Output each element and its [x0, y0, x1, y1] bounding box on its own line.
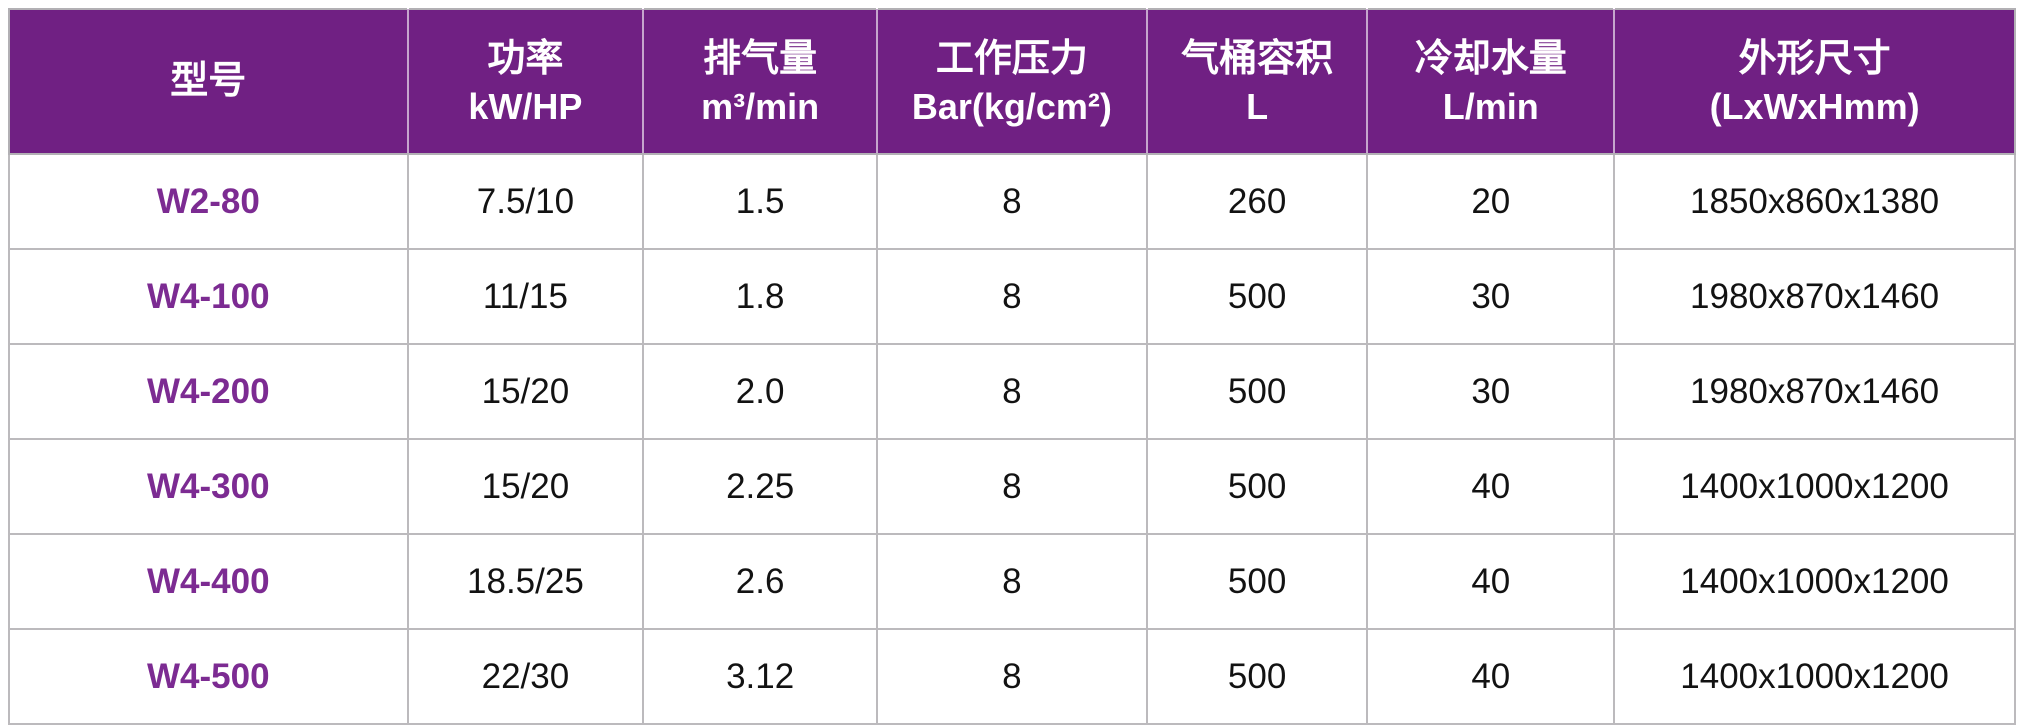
cell-tank-capacity: 260 — [1145, 153, 1369, 250]
column-unit: L/min — [1442, 86, 1539, 128]
column-title: 冷却水量 — [1414, 37, 1567, 80]
column-unit: kW/HP — [468, 86, 583, 128]
column-title: 工作压力 — [935, 37, 1088, 80]
spec-table-head: 型号 功率 kW/HP 排气量 m³/min 工作压力 Bar(kg/cm²) 气桶容积 L 冷却… — [9, 9, 2015, 155]
cell-dimensions: 1400x1000x1200 — [1613, 533, 2016, 630]
column-header-working-pressure: 工作压力 Bar(kg/cm²) — [875, 9, 1147, 155]
cell-tank-capacity: 500 — [1145, 628, 1369, 725]
column-unit: m³/min — [701, 86, 820, 128]
cell-power: 22/30 — [406, 628, 645, 725]
header-row: 型号 功率 kW/HP 排气量 m³/min 工作压力 Bar(kg/cm²) 气桶容积 L 冷却… — [9, 9, 2015, 155]
cell-model: W2-80 — [8, 153, 409, 250]
cell-dimensions: 1850x860x1380 — [1613, 153, 2016, 250]
cell-power: 15/20 — [406, 438, 645, 535]
cell-power: 18.5/25 — [406, 533, 645, 630]
column-header-dimensions: 外形尺寸 (LxWxHmm) — [1613, 9, 2015, 155]
cell-cooling-water: 40 — [1366, 438, 1616, 535]
cell-cooling-water: 40 — [1366, 533, 1616, 630]
cell-working-pressure: 8 — [875, 628, 1148, 725]
column-header-air-delivery: 排气量 m³/min — [642, 9, 877, 155]
spec-table: 型号 功率 kW/HP 排气量 m³/min 工作压力 Bar(kg/cm²) 气桶容积 L 冷却… — [8, 8, 2016, 725]
cell-dimensions: 1980x870x1460 — [1613, 248, 2016, 345]
cell-air-delivery: 2.25 — [642, 438, 878, 535]
column-unit: (LxWxHmm) — [1709, 86, 1920, 128]
cell-air-delivery: 3.12 — [642, 628, 878, 725]
cell-working-pressure: 8 — [875, 248, 1148, 345]
cell-tank-capacity: 500 — [1145, 343, 1369, 440]
cell-model: W4-300 — [8, 438, 409, 535]
cell-tank-capacity: 500 — [1145, 533, 1369, 630]
table-row: W4-500 22/30 3.12 8 500 40 1400x1000x1200 — [8, 628, 2016, 725]
cell-air-delivery: 1.5 — [642, 153, 878, 250]
cell-model: W4-200 — [8, 343, 409, 440]
column-title: 排气量 — [703, 37, 818, 80]
cell-power: 11/15 — [406, 248, 645, 345]
cell-power: 7.5/10 — [406, 153, 645, 250]
table-row: W2-80 7.5/10 1.5 8 260 20 1850x860x1380 — [8, 153, 2016, 250]
column-title: 外形尺寸 — [1738, 37, 1891, 80]
cell-model: W4-500 — [8, 628, 409, 725]
column-header-cooling-water: 冷却水量 L/min — [1366, 9, 1615, 155]
cell-cooling-water: 40 — [1366, 628, 1616, 725]
column-title: 功率 — [487, 37, 564, 80]
column-title: 型号 — [170, 60, 247, 103]
column-title: 气桶容积 — [1181, 37, 1334, 80]
column-unit: L — [1246, 86, 1269, 128]
cell-dimensions: 1400x1000x1200 — [1613, 628, 2016, 725]
cell-model: W4-100 — [8, 248, 409, 345]
cell-dimensions: 1980x870x1460 — [1613, 343, 2016, 440]
table-row: W4-100 11/15 1.8 8 500 30 1980x870x1460 — [8, 248, 2016, 345]
column-header-tank-capacity: 气桶容积 L — [1145, 9, 1368, 155]
cell-air-delivery: 2.6 — [642, 533, 878, 630]
cell-tank-capacity: 500 — [1145, 438, 1369, 535]
cell-dimensions: 1400x1000x1200 — [1613, 438, 2016, 535]
cell-model: W4-400 — [8, 533, 409, 630]
column-header-model: 型号 — [9, 9, 408, 155]
table-row: W4-400 18.5/25 2.6 8 500 40 1400x1000x1200 — [8, 533, 2016, 630]
cell-cooling-water: 30 — [1366, 343, 1616, 440]
cell-air-delivery: 2.0 — [642, 343, 878, 440]
cell-working-pressure: 8 — [875, 153, 1148, 250]
cell-working-pressure: 8 — [875, 343, 1148, 440]
cell-working-pressure: 8 — [875, 533, 1148, 630]
table-row: W4-300 15/20 2.25 8 500 40 1400x1000x1200 — [8, 438, 2016, 535]
table-row: W4-200 15/20 2.0 8 500 30 1980x870x1460 — [8, 343, 2016, 440]
cell-cooling-water: 20 — [1366, 153, 1616, 250]
spec-table-body: W2-80 7.5/10 1.5 8 260 20 1850x860x1380 W4-100 1… — [8, 153, 2016, 725]
cell-working-pressure: 8 — [875, 438, 1148, 535]
cell-power: 15/20 — [406, 343, 645, 440]
column-unit: Bar(kg/cm²) — [911, 86, 1112, 128]
column-header-power: 功率 kW/HP — [406, 9, 644, 155]
cell-tank-capacity: 500 — [1145, 248, 1369, 345]
cell-air-delivery: 1.8 — [642, 248, 878, 345]
cell-cooling-water: 30 — [1366, 248, 1616, 345]
